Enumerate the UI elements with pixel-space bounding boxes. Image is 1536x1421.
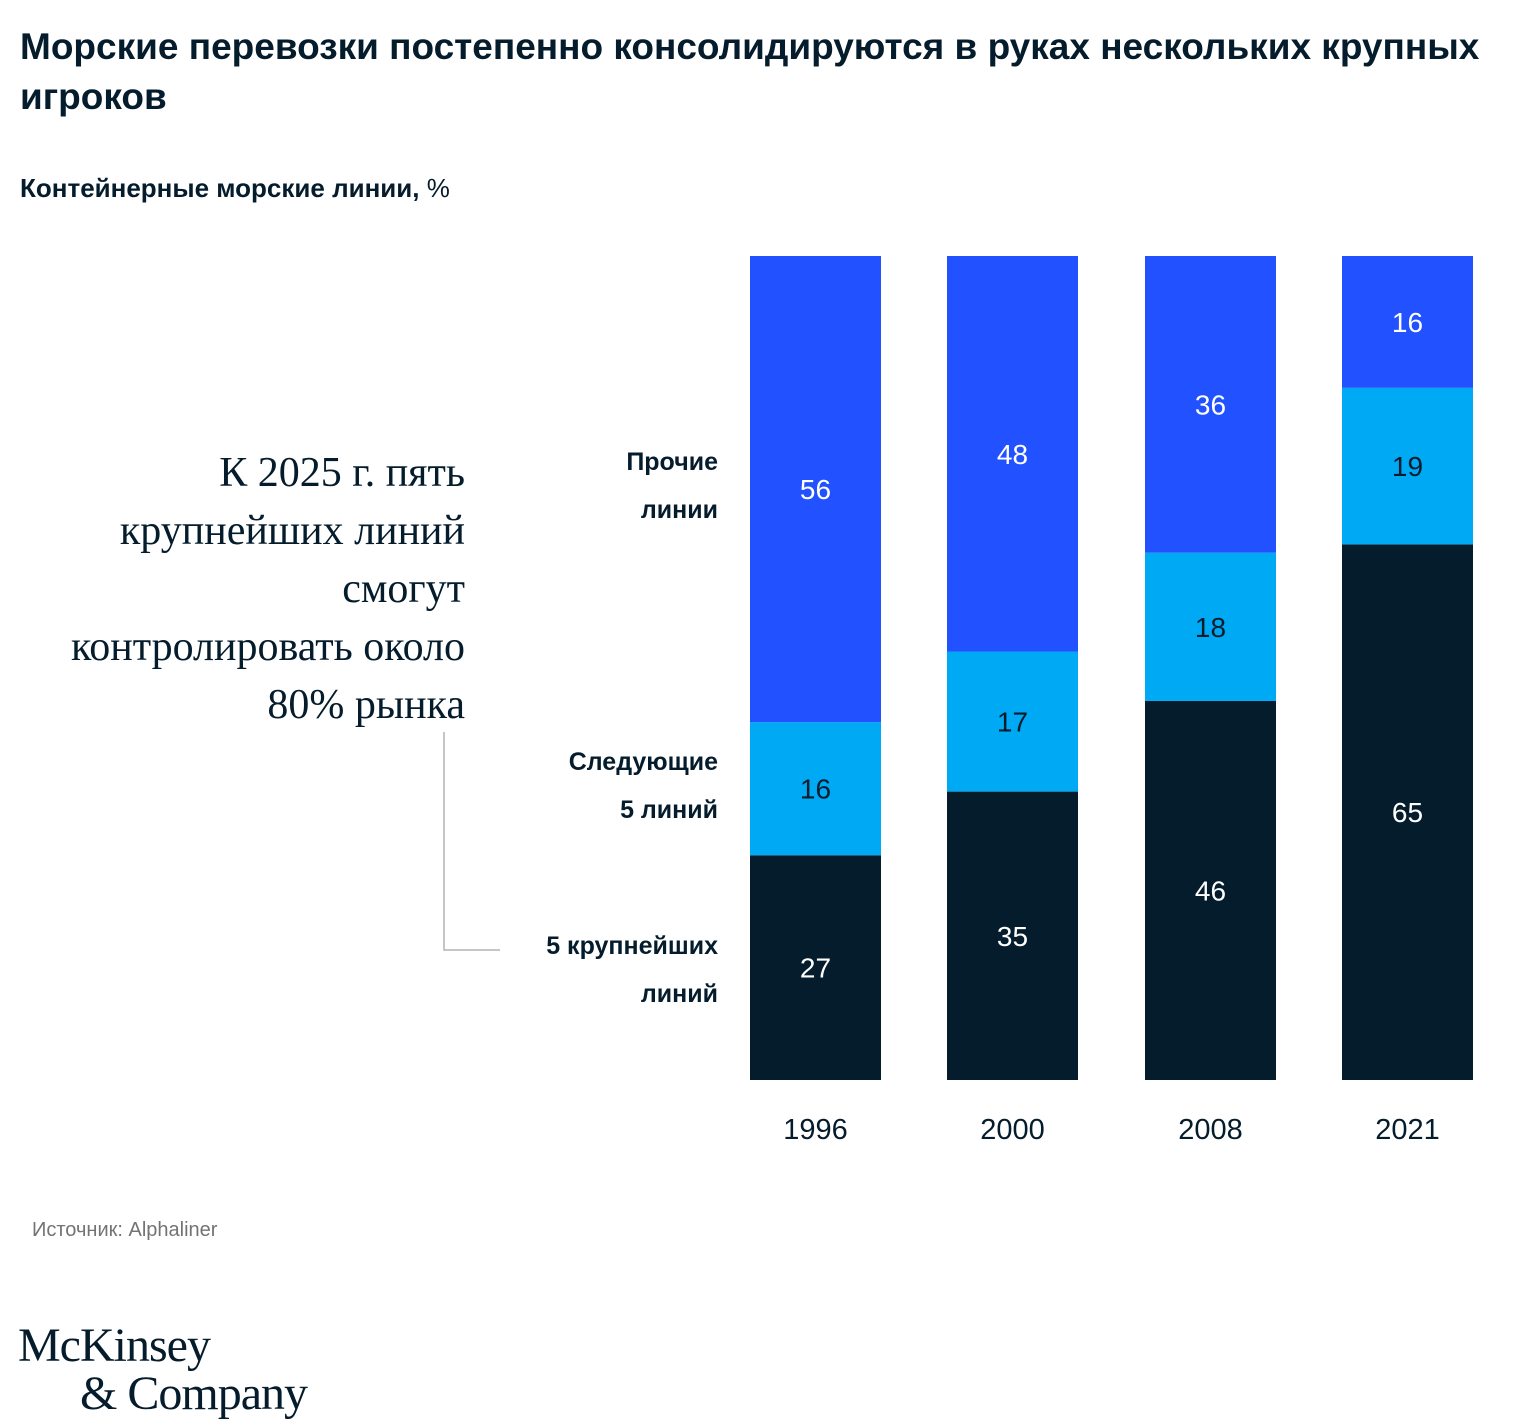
legend-label-other-line2: линии	[640, 496, 718, 524]
chart-title: Морские перевозки постепенно консолидиру…	[20, 26, 1480, 117]
bar-other-2008	[1145, 256, 1276, 553]
data-label-top5-1996: 27	[800, 953, 831, 984]
bar-other-2021	[1342, 256, 1473, 388]
legend-label-next5-line2: 5 линий	[620, 796, 718, 824]
legend-label-top5-line1: 5 крупнейших	[546, 932, 718, 960]
data-label-top5-2008: 46	[1195, 875, 1226, 906]
bar-other-2000	[947, 256, 1078, 652]
data-label-other-2000: 48	[997, 439, 1028, 470]
bar-top5-2000	[947, 791, 1078, 1080]
subtitle-main: Контейнерные морские линии,	[20, 173, 420, 203]
x-tick-label-2008: 2008	[1178, 1114, 1243, 1146]
bar-top5-2008	[1145, 700, 1276, 1080]
stacked-bar-chart: 27 16 56 1996 35 17 48 2000 46 18 36 2008 65 19 16 2021	[443, 256, 1473, 1146]
callout-annotation: К 2025 г. пять крупнейших линий смогут к…	[70, 450, 465, 728]
legend-label-next5: Следующие 5 линий	[470, 738, 718, 834]
chart-subtitle: Контейнерные морские линии, %	[20, 170, 450, 206]
legend-label-top5-line2: линий	[640, 980, 718, 1008]
bar-other-1996	[750, 256, 881, 723]
bar-top5-2021	[1342, 544, 1473, 1080]
data-label-top5-2000: 35	[997, 921, 1028, 952]
data-label-next5-1996: 16	[800, 774, 831, 805]
data-label-other-2021: 16	[1392, 307, 1423, 338]
x-tick-label-2021: 2021	[1375, 1114, 1440, 1146]
data-label-next5-2008: 18	[1195, 612, 1226, 643]
subtitle-unit: %	[426, 173, 450, 203]
legend-label-next5-line1: Следующие	[568, 748, 718, 776]
bars-group: 27 16 56 1996 35 17 48 2000 46 18 36 2008 65 19 16 2021	[750, 256, 1473, 1146]
source-note: Источник: Alphaliner	[32, 1219, 218, 1241]
legend-label-other-line1: Прочие	[626, 448, 718, 476]
data-label-next5-2021: 19	[1392, 451, 1423, 482]
annotation-connector-line	[443, 732, 500, 951]
bar-next5-2000	[947, 651, 1078, 792]
data-label-other-1996: 56	[800, 474, 831, 505]
bar-next5-2008	[1145, 552, 1276, 701]
legend-label-other: Прочие линии	[470, 438, 718, 534]
logo-line1: McKinsey	[18, 1319, 211, 1372]
x-tick-label-1996: 1996	[783, 1114, 848, 1146]
legend-label-top5: 5 крупнейших линий	[470, 922, 718, 1018]
mckinsey-logo: McKinsey & Company	[18, 1319, 308, 1420]
data-label-top5-2021: 65	[1392, 797, 1423, 828]
data-label-next5-2000: 17	[997, 707, 1028, 738]
logo-line2: & Company	[80, 1367, 308, 1420]
bar-next5-2021	[1342, 387, 1473, 545]
bar-top5-1996	[750, 855, 881, 1080]
data-label-other-2008: 36	[1195, 389, 1226, 420]
x-tick-label-2000: 2000	[980, 1114, 1045, 1146]
bar-next5-1996	[750, 722, 881, 856]
